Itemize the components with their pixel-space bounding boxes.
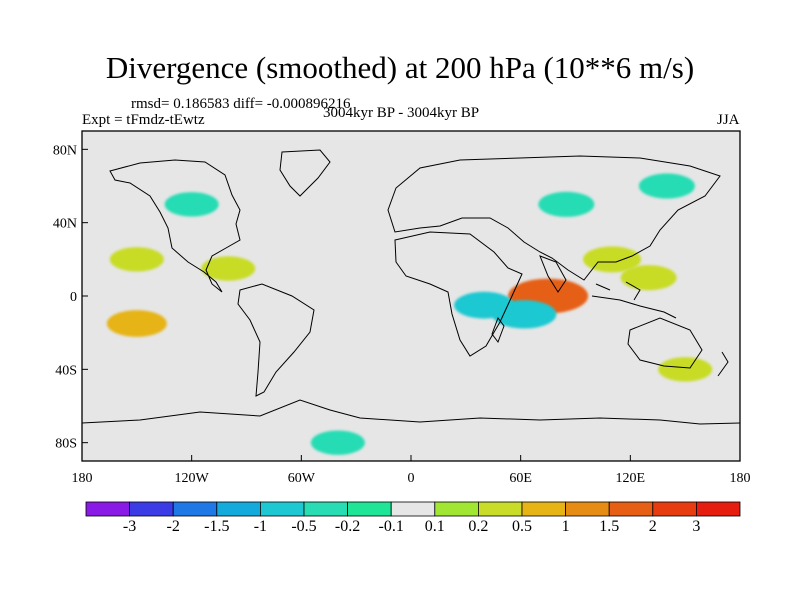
colorbar-label: -0.2 xyxy=(334,518,361,535)
divergence-field xyxy=(106,173,713,455)
x-tick-label: 180 xyxy=(72,471,93,486)
y-tick-label: 40S xyxy=(55,363,77,378)
colorbar-label: -1 xyxy=(253,518,268,535)
latitude-axis: 80N 40N 0 40S 80S xyxy=(53,143,88,452)
divergence-feature xyxy=(538,191,595,217)
coastline-greenland xyxy=(279,149,331,197)
x-tick-label: 60W xyxy=(288,471,316,486)
colorbar-swatch xyxy=(85,501,130,517)
colorbar-label: 1 xyxy=(561,518,570,535)
coastline-south-america xyxy=(237,283,315,397)
divergence-feature xyxy=(109,247,164,272)
colorbar-label: 1.5 xyxy=(599,518,620,535)
colorbar-swatch xyxy=(216,501,261,517)
longitude-axis: 180 120W 60W 0 60E 120E 180 xyxy=(72,455,751,486)
coastline-north-america xyxy=(109,159,241,293)
colorbar-swatch xyxy=(565,501,610,517)
colorbar-swatch xyxy=(129,501,174,517)
map-title: Divergence (smoothed) at 200 hPa (10**6 … xyxy=(105,50,695,85)
colorbar-swatch xyxy=(696,501,741,517)
coastline-africa xyxy=(394,231,523,357)
y-tick-label: 80N xyxy=(53,143,77,158)
divergence-feature xyxy=(620,265,677,291)
colorbar-label: 2 xyxy=(648,518,657,535)
divergence-feature xyxy=(454,291,515,319)
colorbar-label: 0.1 xyxy=(424,518,445,535)
colorbar-label: -2 xyxy=(166,518,180,535)
colorbar-swatch xyxy=(521,501,566,517)
coastlines xyxy=(82,149,740,425)
rmsd-diff-text: rmsd= 0.186583 diff= -0.000896216 xyxy=(131,96,351,112)
season-label: JJA xyxy=(717,112,740,128)
divergence-feature xyxy=(638,173,695,199)
divergence-feature xyxy=(106,310,167,337)
colorbar-label: -0.5 xyxy=(291,518,317,535)
period-label: 3004kyr BP - 3004kyr BP xyxy=(323,105,480,121)
colorbar-label: -3 xyxy=(122,518,137,535)
x-tick-label: 120E xyxy=(616,471,646,486)
colorbar-swatch xyxy=(390,501,436,517)
coastline-indonesia xyxy=(591,281,677,319)
x-tick-label: 60E xyxy=(509,471,532,486)
x-tick-label: 180 xyxy=(730,471,751,486)
coastline-eurasia xyxy=(387,155,721,281)
colorbar-swatch xyxy=(608,501,654,517)
colorbar-swatch xyxy=(477,501,523,517)
divergence-feature xyxy=(201,256,256,281)
coastline-antarctica xyxy=(82,399,740,425)
y-tick-label: 0 xyxy=(70,290,77,305)
experiment-label: Expt = tFmdz-tEwtz xyxy=(82,112,205,128)
coastline-new-zealand xyxy=(717,351,729,377)
colorbar-label: 0.2 xyxy=(468,518,489,535)
colorbar-label: -1.5 xyxy=(204,518,230,535)
colorbar-swatch xyxy=(652,501,697,517)
y-tick-label: 40N xyxy=(53,217,77,232)
colorbar-swatch xyxy=(303,501,348,517)
divergence-feature xyxy=(583,246,642,273)
divergence-feature xyxy=(164,192,219,217)
colorbar-label: -0.1 xyxy=(378,518,404,535)
coastline-australia xyxy=(627,317,703,369)
colorbar-swatch xyxy=(434,501,479,517)
x-tick-label: 0 xyxy=(408,471,415,486)
colorbar-swatch xyxy=(172,501,218,517)
colorbar-swatch xyxy=(259,501,305,517)
colorbar xyxy=(85,501,741,517)
y-tick-label: 80S xyxy=(55,437,77,452)
x-tick-label: 120W xyxy=(175,471,210,486)
coastline-india xyxy=(539,255,567,293)
divergence-feature xyxy=(310,430,365,455)
colorbar-swatch xyxy=(347,501,392,517)
map-background xyxy=(82,131,740,461)
colorbar-label: 3 xyxy=(692,518,701,535)
colorbar-label: 0.5 xyxy=(512,518,532,535)
coastline-madagascar xyxy=(491,316,505,344)
divergence-feature xyxy=(658,357,713,382)
